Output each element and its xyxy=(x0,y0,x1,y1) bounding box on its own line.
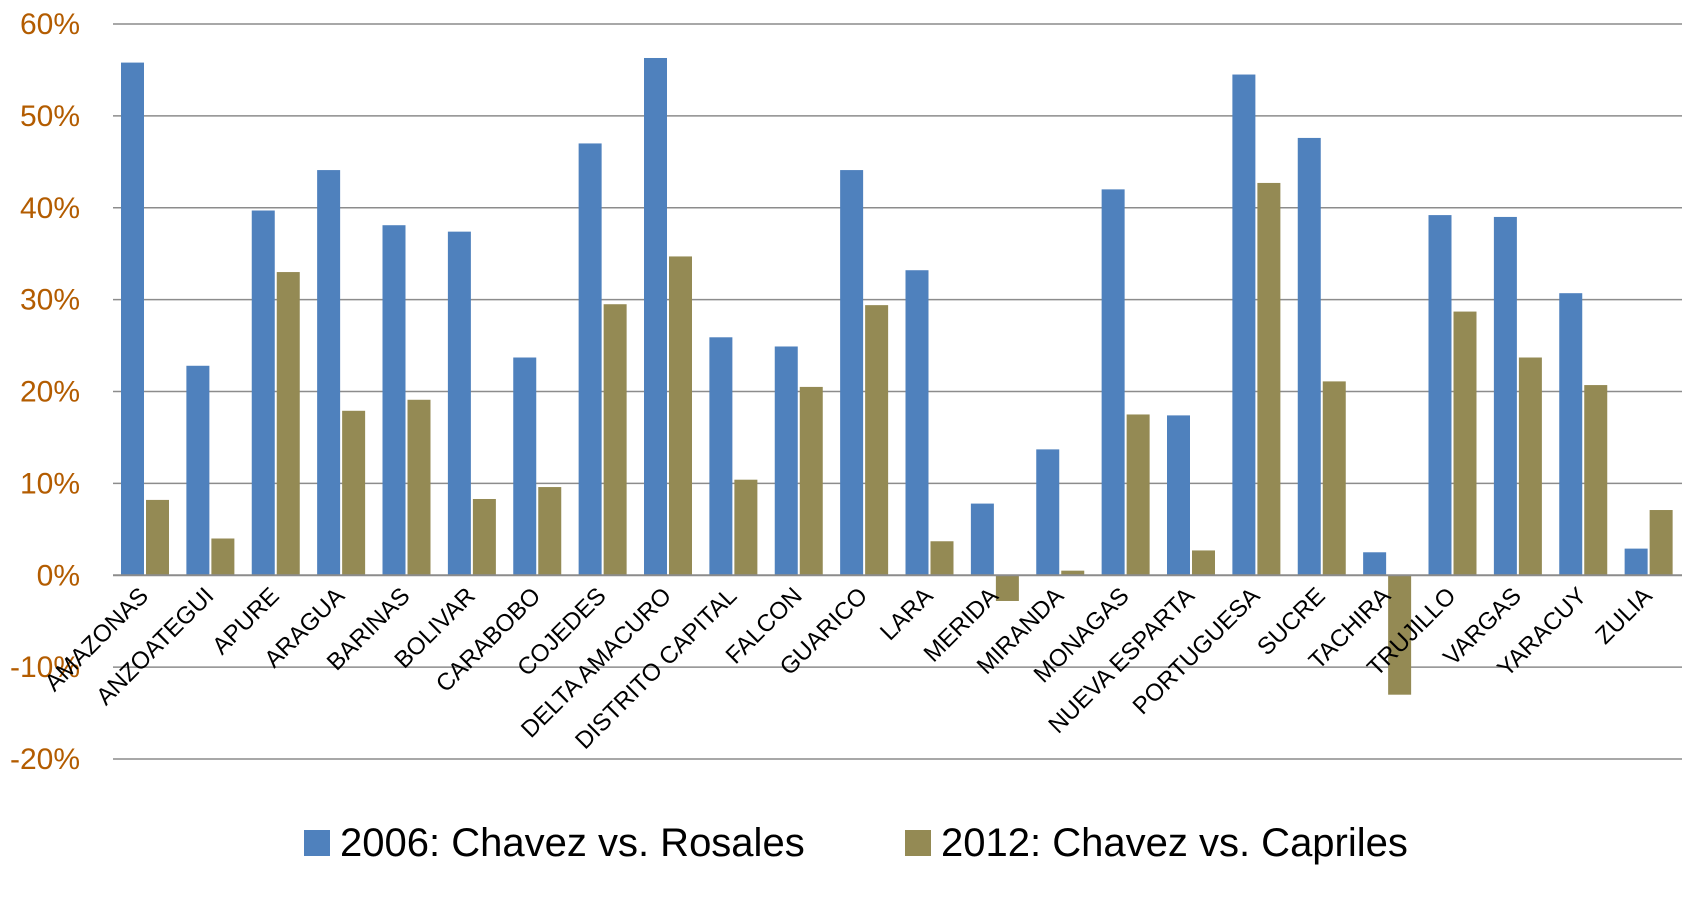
bar xyxy=(1322,381,1346,576)
bar xyxy=(251,210,275,576)
bar xyxy=(840,170,864,576)
bar xyxy=(734,479,758,576)
bars xyxy=(121,57,1673,695)
bar xyxy=(1388,575,1412,695)
bar xyxy=(447,231,471,576)
y-tick-label: 20% xyxy=(20,376,80,409)
bar xyxy=(1232,74,1256,576)
bar xyxy=(342,410,366,576)
bar xyxy=(1167,415,1190,576)
y-tick-label: 50% xyxy=(20,100,80,133)
bar xyxy=(1584,385,1608,576)
bar xyxy=(603,304,627,576)
y-tick-label: 10% xyxy=(20,467,80,500)
bar xyxy=(276,272,300,576)
bar xyxy=(1036,449,1060,576)
bar xyxy=(709,337,733,576)
bar xyxy=(317,170,341,576)
bar xyxy=(186,365,210,576)
bar xyxy=(930,541,954,576)
bar xyxy=(1257,182,1281,576)
bar xyxy=(538,487,562,576)
legend-swatch xyxy=(905,830,931,856)
bar xyxy=(1061,570,1085,576)
y-axis-tick-labels: -20% -10% 0% 10% 20% 30% 40% 50% 60% xyxy=(10,8,80,776)
bar xyxy=(1192,550,1215,576)
y-tick-label: 30% xyxy=(20,284,80,317)
bar xyxy=(1493,216,1517,576)
bar xyxy=(1559,293,1583,576)
legend-label: 2006: Chavez vs. Rosales xyxy=(340,821,805,865)
bar xyxy=(669,256,692,576)
bar xyxy=(407,399,431,576)
y-tick-label: -10% xyxy=(10,651,80,684)
bar xyxy=(1126,414,1150,576)
bar xyxy=(1518,357,1542,576)
bar xyxy=(995,575,1019,601)
bar xyxy=(472,498,496,576)
y-tick-label: 0% xyxy=(37,559,80,592)
bar xyxy=(970,503,994,576)
bar xyxy=(1453,311,1477,576)
bar xyxy=(578,143,602,576)
bar xyxy=(905,270,929,576)
bar xyxy=(1649,510,1673,576)
bar xyxy=(774,346,798,576)
legend-label: 2012: Chavez vs. Capriles xyxy=(941,821,1408,865)
bar xyxy=(382,225,406,576)
bar xyxy=(1624,548,1648,576)
bar xyxy=(513,357,537,576)
bar xyxy=(211,538,235,576)
bar xyxy=(1297,137,1321,576)
bar xyxy=(865,305,889,576)
x-tick-label: ANZOATEGUI xyxy=(91,582,219,710)
bar xyxy=(799,386,823,576)
x-axis-tick-labels: AMAZONASANZOATEGUIAPUREARAGUABARINASBOLI… xyxy=(40,582,1658,754)
bar xyxy=(644,57,667,576)
y-tick-label: -20% xyxy=(10,743,80,776)
bar xyxy=(1428,215,1452,576)
legend: 2006: Chavez vs. Rosales 2012: Chavez vs.… xyxy=(304,821,1408,865)
bar xyxy=(121,62,144,576)
bar xyxy=(146,499,169,576)
bar xyxy=(1363,552,1387,576)
bar xyxy=(1101,189,1125,576)
y-tick-label: 60% xyxy=(20,8,80,41)
gridlines xyxy=(113,23,1682,760)
x-tick-label: LARA xyxy=(875,582,938,645)
legend-swatch xyxy=(304,830,330,856)
x-tick-label: ZULIA xyxy=(1590,582,1657,649)
y-tick-label: 40% xyxy=(20,192,80,225)
